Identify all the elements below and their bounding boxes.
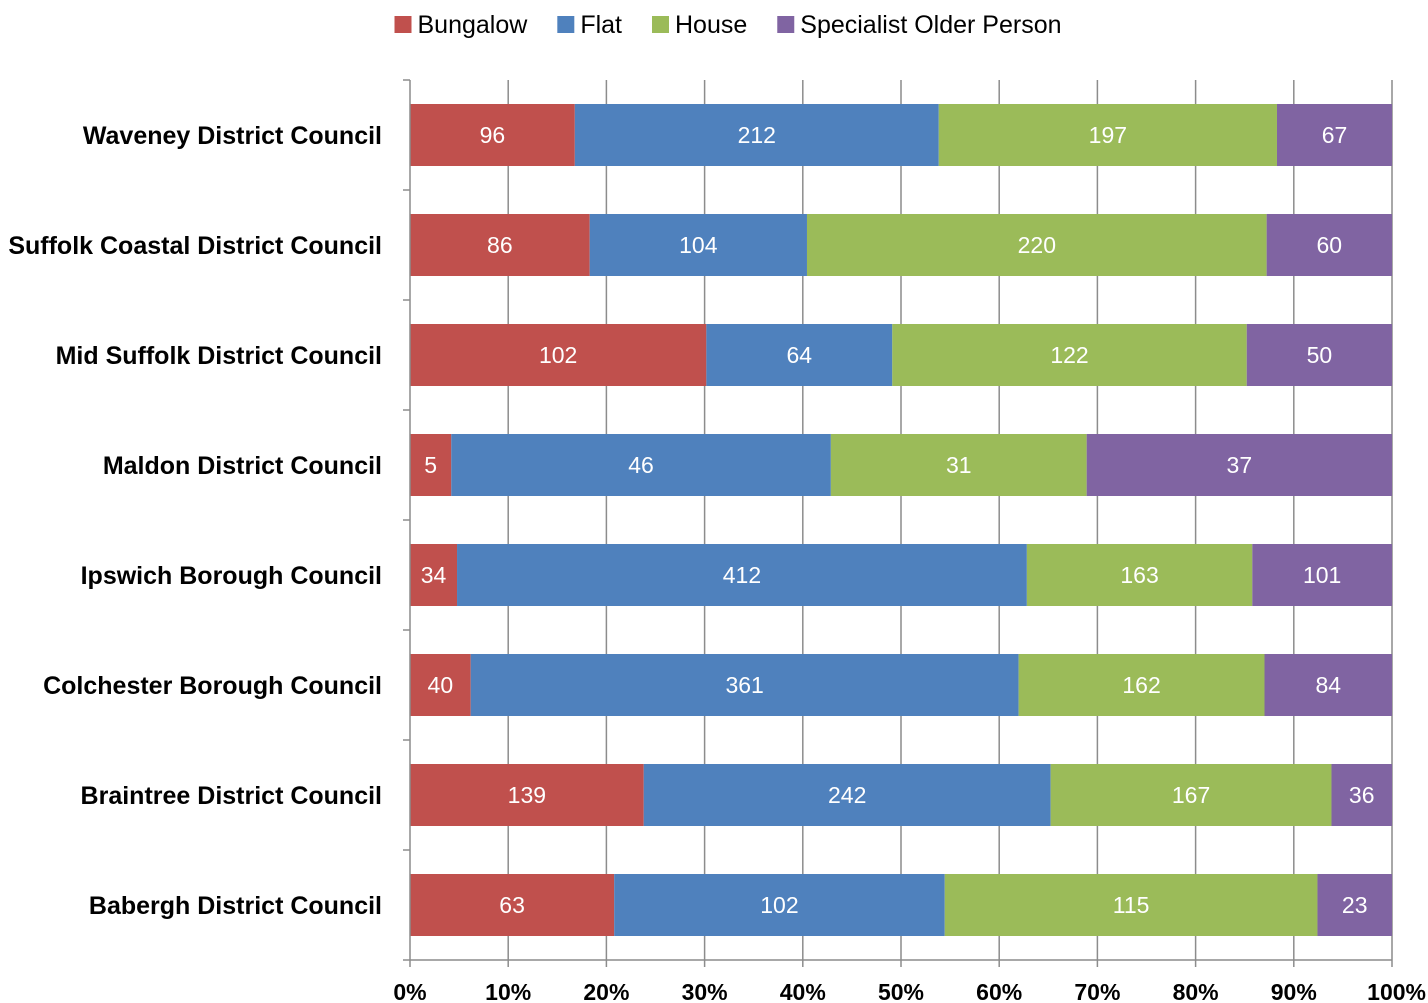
x-tick-label: 30% [682, 979, 728, 1003]
legend-label: Bungalow [418, 11, 529, 39]
data-label: 50 [1307, 342, 1333, 368]
x-tick-label: 70% [1074, 979, 1120, 1003]
category-label: Colchester Borough Council [43, 672, 382, 700]
data-label: 167 [1172, 782, 1210, 808]
bar-specialist-older-person [1252, 544, 1392, 606]
data-label: 46 [628, 452, 654, 478]
bar-flat [614, 874, 945, 936]
category-label: Braintree District Council [81, 782, 382, 810]
x-tick-label: 20% [583, 979, 629, 1003]
bars: 96 212 197 67 86 104 220 60 102 64 122 50 5 46 31 37 34 4… [410, 104, 1392, 936]
category-label: Ipswich Borough Council [81, 562, 382, 590]
bar-house [830, 434, 1087, 496]
legend-label: Flat [580, 11, 622, 39]
category-label: Maldon District Council [103, 452, 382, 480]
bar-specialist-older-person [1264, 654, 1392, 716]
legend-swatch-house [652, 16, 669, 33]
x-tick-label: 80% [1173, 979, 1219, 1003]
bar-bungalow [410, 324, 707, 386]
axes [403, 79, 1393, 967]
legend-swatch-flat [557, 16, 575, 33]
gridlines [507, 80, 1393, 960]
data-label: 60 [1317, 232, 1343, 258]
bar-flat [451, 434, 831, 496]
legend-swatch-specialist-older-person [777, 16, 795, 33]
data-label: 220 [1018, 232, 1056, 258]
bar-specialist-older-person [1317, 874, 1392, 936]
data-label: 40 [428, 672, 454, 698]
x-tick-label: 0% [393, 979, 426, 1003]
bar-specialist-older-person [1266, 214, 1392, 276]
data-label: 212 [738, 122, 776, 148]
x-tick-label: 40% [780, 979, 826, 1003]
bar-flat [643, 764, 1051, 826]
category-labels: Waveney District Council Suffolk Coastal … [8, 122, 382, 920]
category-label: Mid Suffolk District Council [56, 342, 382, 370]
data-label: 162 [1122, 672, 1160, 698]
bar-specialist-older-person [1276, 104, 1392, 166]
x-tick-labels: 0% 10% 20% 30% 40% 50% 60% 70% 80% 90% 100% [393, 979, 1426, 1003]
x-tick-label: 90% [1271, 979, 1317, 1003]
x-tick-label: 100% [1367, 979, 1426, 1003]
category-label: Suffolk Coastal District Council [8, 232, 382, 260]
data-label: 122 [1050, 342, 1088, 368]
data-label: 23 [1342, 892, 1368, 918]
bar-bungalow [410, 434, 452, 496]
data-label: 115 [1113, 892, 1150, 918]
data-label: 412 [723, 562, 761, 588]
bar-house [806, 214, 1267, 276]
data-label: 34 [421, 562, 447, 588]
legend: Bungalow Flat House Specialist Older Person [394, 11, 1062, 39]
bar-bungalow [410, 214, 590, 276]
category-label: Babergh District Council [89, 892, 382, 920]
data-label: 163 [1120, 562, 1158, 588]
bar-house [1018, 654, 1265, 716]
data-label: 84 [1315, 672, 1341, 698]
data-label: 31 [946, 452, 972, 478]
data-label: 242 [828, 782, 866, 808]
bar-flat [470, 654, 1019, 716]
bar-house [938, 104, 1277, 166]
data-label: 37 [1227, 452, 1253, 478]
data-label: 361 [725, 672, 763, 698]
bar-specialist-older-person [1086, 434, 1392, 496]
bar-specialist-older-person [1246, 324, 1392, 386]
bar-bungalow [410, 654, 471, 716]
x-tick-label: 60% [976, 979, 1022, 1003]
bar-bungalow [410, 544, 458, 606]
x-tick-label: 10% [485, 979, 531, 1003]
data-label: 139 [508, 782, 546, 808]
data-label: 86 [487, 232, 513, 258]
legend-swatch-bungalow [394, 16, 412, 33]
category-label: Waveney District Council [83, 122, 382, 150]
data-label: 102 [539, 342, 577, 368]
data-label: 102 [760, 892, 798, 918]
data-label: 63 [499, 892, 525, 918]
bar-house [1050, 764, 1332, 826]
legend-label: Specialist Older Person [800, 11, 1061, 39]
bar-house [892, 324, 1247, 386]
data-label: 197 [1089, 122, 1127, 148]
data-label: 5 [424, 452, 437, 478]
bar-house [1026, 544, 1253, 606]
data-label: 104 [679, 232, 718, 258]
bar-bungalow [410, 764, 644, 826]
x-tick-label: 50% [878, 979, 924, 1003]
bar-flat [589, 214, 807, 276]
bar-flat [457, 544, 1027, 606]
bar-flat [706, 324, 893, 386]
data-label: 64 [787, 342, 813, 368]
data-label: 96 [480, 122, 506, 148]
data-label: 67 [1322, 122, 1348, 148]
bar-bungalow [410, 874, 615, 936]
bar-bungalow [410, 104, 575, 166]
legend-label: House [675, 11, 747, 39]
bar-flat [574, 104, 939, 166]
bar-specialist-older-person [1331, 764, 1392, 826]
bar-house [944, 874, 1318, 936]
data-label: 36 [1349, 782, 1375, 808]
data-label: 101 [1303, 562, 1341, 588]
